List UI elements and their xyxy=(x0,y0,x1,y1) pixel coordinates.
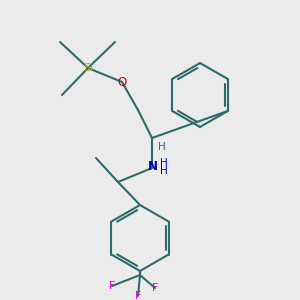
Text: F: F xyxy=(135,291,141,300)
Text: H: H xyxy=(160,166,168,176)
Text: H: H xyxy=(160,158,168,168)
Text: H: H xyxy=(158,142,166,152)
Text: F: F xyxy=(109,281,115,291)
Text: F: F xyxy=(152,283,158,293)
Text: O: O xyxy=(117,76,127,88)
Text: N: N xyxy=(148,160,158,172)
Text: Si: Si xyxy=(83,63,93,73)
